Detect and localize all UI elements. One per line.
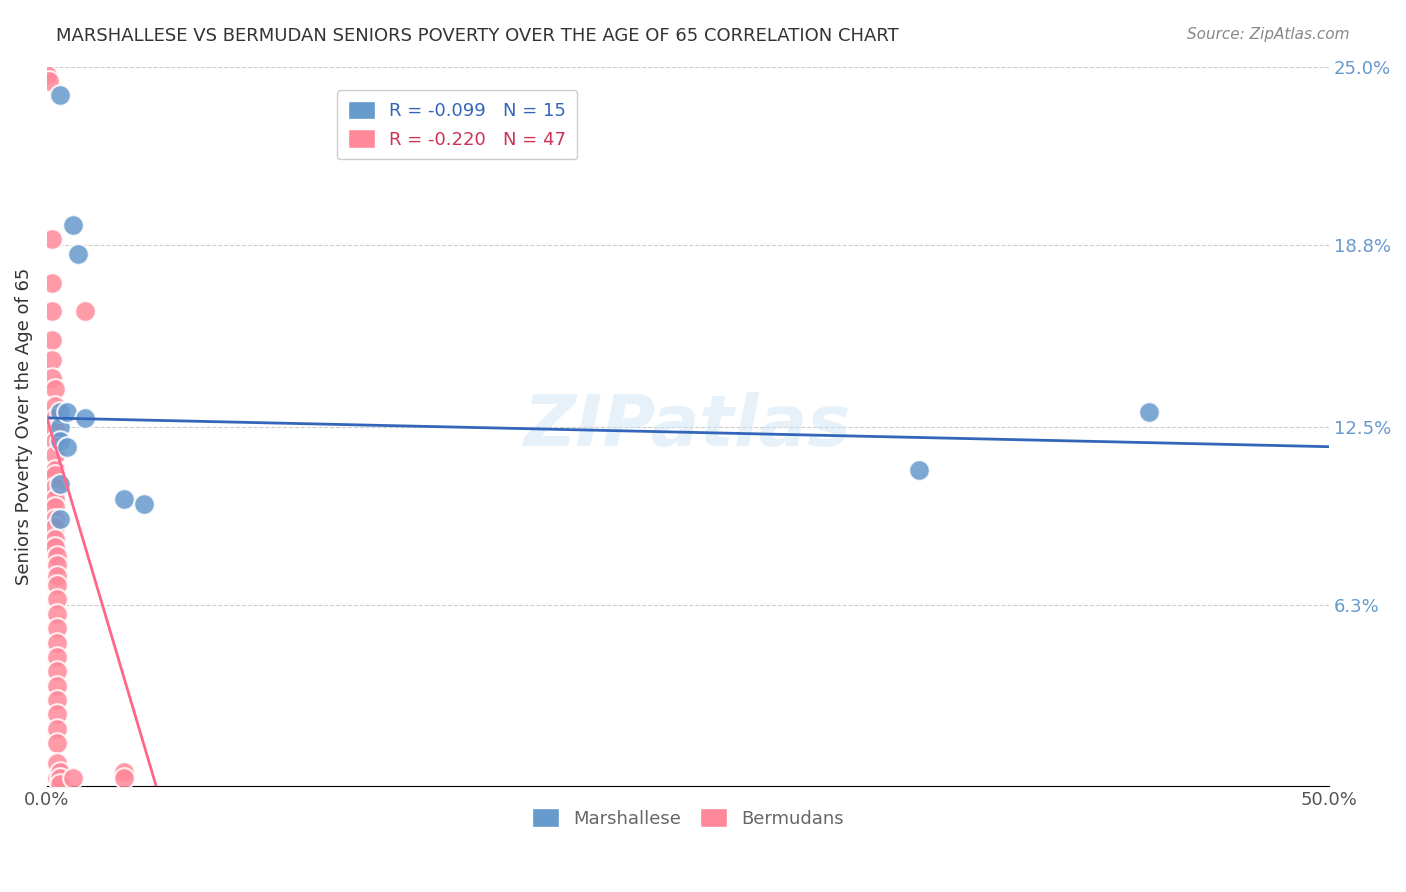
Point	[75, 304, 97, 318]
Point	[44, 422, 66, 436]
Point	[46, 549, 69, 563]
Point	[112, 771, 135, 785]
Legend: Marshallese, Bermudans: Marshallese, Bermudans	[524, 801, 851, 835]
Point	[44, 541, 66, 555]
Point	[41, 370, 63, 384]
Point	[46, 569, 69, 583]
Point	[46, 607, 69, 621]
Point	[35, 68, 58, 82]
Point	[48, 419, 70, 434]
Point	[44, 410, 66, 425]
Point	[44, 500, 66, 515]
Point	[44, 511, 66, 525]
Point	[44, 400, 66, 414]
Point	[48, 434, 70, 448]
Point	[38, 74, 60, 88]
Point	[46, 578, 69, 592]
Point	[48, 765, 70, 780]
Point	[66, 246, 89, 260]
Point	[41, 353, 63, 368]
Point	[46, 679, 69, 693]
Point	[44, 448, 66, 462]
Text: Source: ZipAtlas.com: Source: ZipAtlas.com	[1187, 27, 1350, 42]
Point	[46, 621, 69, 635]
Point	[41, 304, 63, 318]
Point	[46, 771, 69, 785]
Point	[41, 333, 63, 347]
Point	[48, 776, 70, 790]
Point	[56, 440, 79, 454]
Y-axis label: Seniors Poverty Over the Age of 65: Seniors Poverty Over the Age of 65	[15, 268, 32, 585]
Point	[907, 463, 929, 477]
Point	[46, 707, 69, 722]
Point	[48, 88, 70, 103]
Text: ZIPatlas: ZIPatlas	[524, 392, 852, 461]
Point	[44, 382, 66, 396]
Point	[62, 771, 84, 785]
Point	[112, 491, 135, 506]
Point	[44, 480, 66, 494]
Point	[48, 405, 70, 419]
Point	[46, 592, 69, 607]
Point	[44, 463, 66, 477]
Point	[48, 771, 70, 785]
Point	[44, 491, 66, 506]
Point	[1139, 405, 1161, 419]
Point	[62, 218, 84, 232]
Point	[44, 434, 66, 448]
Point	[48, 511, 70, 525]
Point	[46, 558, 69, 572]
Point	[46, 649, 69, 664]
Point	[134, 497, 156, 511]
Point	[46, 736, 69, 750]
Point	[41, 232, 63, 246]
Point	[75, 410, 97, 425]
Point	[44, 520, 66, 534]
Point	[44, 532, 66, 546]
Point	[46, 693, 69, 707]
Point	[112, 765, 135, 780]
Point	[46, 756, 69, 771]
Text: MARSHALLESE VS BERMUDAN SENIORS POVERTY OVER THE AGE OF 65 CORRELATION CHART: MARSHALLESE VS BERMUDAN SENIORS POVERTY …	[56, 27, 898, 45]
Point	[46, 665, 69, 679]
Point	[46, 722, 69, 736]
Point	[48, 477, 70, 491]
Point	[46, 635, 69, 649]
Point	[41, 276, 63, 290]
Point	[44, 468, 66, 483]
Point	[56, 405, 79, 419]
